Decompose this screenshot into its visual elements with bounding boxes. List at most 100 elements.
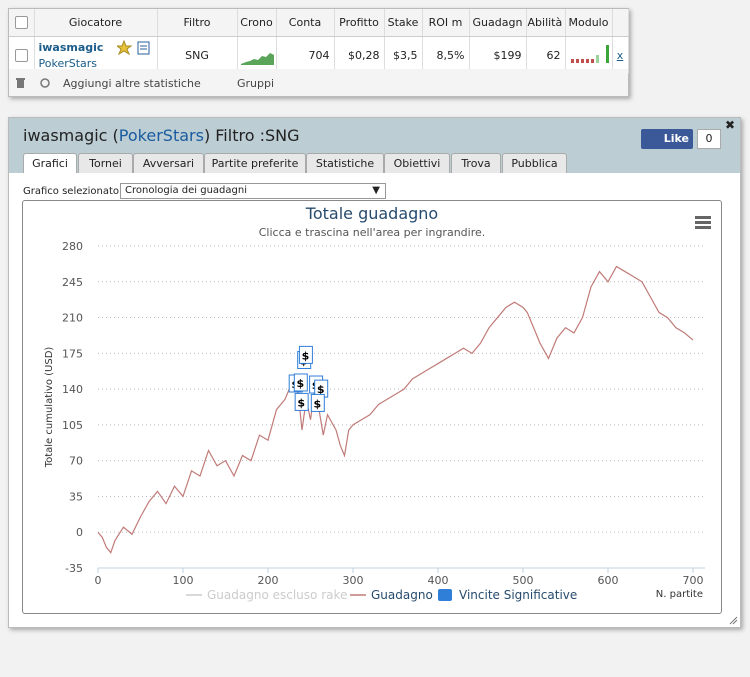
cell: 62 <box>526 36 566 74</box>
y-axis-label: Totale cumulativo (USD) <box>44 347 55 469</box>
significant-win-marker: $ <box>298 345 313 364</box>
chart-title: Totale guadagno <box>305 204 438 223</box>
marker-symbol: $ <box>317 383 325 396</box>
cell: SNG <box>157 36 238 74</box>
select-arrow: ▼ <box>372 185 380 196</box>
chart: Totale guadagno Clicca e trascina nell'a… <box>44 204 711 602</box>
stats-table: Giocatore Filtro Crono Conta Profitto St… <box>9 9 629 74</box>
marker-box <box>293 373 308 392</box>
x-tick-label: 400 <box>428 574 449 587</box>
x-tick-label: 200 <box>258 574 279 587</box>
legend-symbol <box>438 589 452 601</box>
marker-symbol: $ <box>313 397 321 410</box>
title-filter: ) Filtro :SNG <box>203 126 300 145</box>
header-cell[interactable]: Modulo <box>565 9 613 37</box>
y-tick-label: -35 <box>65 562 83 575</box>
add-stats-button[interactable]: Aggiungi altre statistiche <box>63 77 201 90</box>
tab[interactable]: Obiettivi <box>384 153 450 173</box>
title-site[interactable]: PokerStars <box>118 126 204 145</box>
toolbar-icons[interactable] <box>15 77 55 89</box>
header-cell[interactable]: Crono <box>237 9 277 37</box>
legend-label[interactable]: Guadagno escluso rake <box>207 588 347 602</box>
tab[interactable]: Grafici <box>23 153 77 173</box>
x-tick-label: 600 <box>598 574 619 587</box>
cell: 704 <box>276 36 335 74</box>
player-panel: iwasmagic (PokerStars) Filtro :SNG Like … <box>8 117 741 628</box>
header-cell[interactable]: Giocatore <box>34 9 158 37</box>
sparkline-cell <box>237 36 277 74</box>
marker-symbol: $ <box>297 396 305 409</box>
sparkline <box>240 53 274 65</box>
player-site[interactable]: PokerStars <box>38 56 98 70</box>
y-tick-label: 245 <box>62 276 83 289</box>
x-tick-label: 0 <box>95 574 102 587</box>
y-tick-label: 280 <box>62 240 83 253</box>
cell: 8,5% <box>422 36 470 74</box>
significant-win-marker: $ <box>293 373 308 392</box>
form-bars <box>570 45 609 63</box>
y-tick-label: 105 <box>62 419 83 432</box>
x-tick-label: 100 <box>173 574 194 587</box>
header-cell[interactable]: ROI m <box>422 9 470 37</box>
player-name[interactable]: iwasmagic <box>38 40 104 54</box>
y-tick-label: 140 <box>62 383 83 396</box>
chart-select[interactable]: Cronologia dei guadagni ▼ <box>120 183 386 199</box>
player-cell: iwasmagic PokerStars <box>34 36 158 74</box>
marker-box <box>310 393 325 412</box>
remove-link[interactable]: x <box>612 36 629 74</box>
select-label: Grafico selezionato <box>23 186 120 197</box>
y-tick-label: 0 <box>76 526 83 539</box>
select-value: Cronologia dei guadagni <box>125 185 247 196</box>
x-tick-label: 500 <box>513 574 534 587</box>
x-axis-label: N. partite <box>656 589 703 600</box>
checkbox[interactable] <box>14 16 28 29</box>
resize-handle[interactable] <box>728 615 738 625</box>
marker-symbol: $ <box>296 377 304 390</box>
y-tick-label: 210 <box>62 312 83 325</box>
header-cell[interactable]: Filtro <box>157 9 238 37</box>
tab[interactable]: Trova <box>451 153 501 173</box>
header-cell[interactable]: Guadagn <box>469 9 527 37</box>
player-icons[interactable] <box>116 40 155 56</box>
form-cell <box>565 36 613 74</box>
marker-box <box>298 345 313 364</box>
tab[interactable]: Tornei <box>78 153 133 173</box>
chart-box: Totale guadagno Clicca e trascina nell'a… <box>22 200 722 614</box>
legend-label[interactable]: Vincite Significative <box>459 588 577 602</box>
tab[interactable]: Pubblica <box>502 153 567 173</box>
tab[interactable]: Statistiche <box>306 153 384 173</box>
checkbox[interactable] <box>14 48 28 62</box>
like-count: 0 <box>697 129 721 149</box>
y-tick-label: 70 <box>69 455 83 468</box>
header-cell[interactable]: Abilità <box>526 9 566 37</box>
header-cell[interactable]: Conta <box>276 9 335 37</box>
cell <box>9 36 35 74</box>
header-cell <box>612 9 629 37</box>
y-tick-label: 35 <box>69 490 83 503</box>
menu-icon[interactable] <box>695 216 711 229</box>
cell: $0,28 <box>334 36 385 74</box>
title-player: iwasmagic ( <box>23 126 119 145</box>
groups-button[interactable]: Gruppi <box>237 77 275 90</box>
header-cell[interactable]: Stake <box>384 9 423 37</box>
header-cell[interactable]: Profitto <box>334 9 385 37</box>
x-tick-label: 700 <box>683 574 704 587</box>
y-tick-label: 175 <box>62 347 83 360</box>
marker-box <box>294 392 309 411</box>
like-button[interactable]: Like <box>641 129 693 149</box>
tab[interactable]: Partite preferite <box>204 153 306 173</box>
x-tick-label: 300 <box>343 574 364 587</box>
line-series <box>97 265 694 554</box>
tab[interactable]: Avversari <box>133 153 204 173</box>
panel-title: iwasmagic (PokerStars) Filtro :SNG <box>23 126 299 145</box>
chart-subtitle: Clicca e trascina nell'area per ingrandi… <box>259 226 486 239</box>
header-cell <box>9 9 35 37</box>
cell: $3,5 <box>384 36 423 74</box>
cell: $199 <box>469 36 527 74</box>
close-button[interactable]: ✖ <box>725 118 736 132</box>
legend-label[interactable]: Guadagno <box>371 588 433 602</box>
significant-win-marker: $ <box>310 393 325 412</box>
toolbar: Aggiungi altre statistiche Gruppi <box>9 69 628 96</box>
significant-win-marker: $ <box>294 392 309 411</box>
